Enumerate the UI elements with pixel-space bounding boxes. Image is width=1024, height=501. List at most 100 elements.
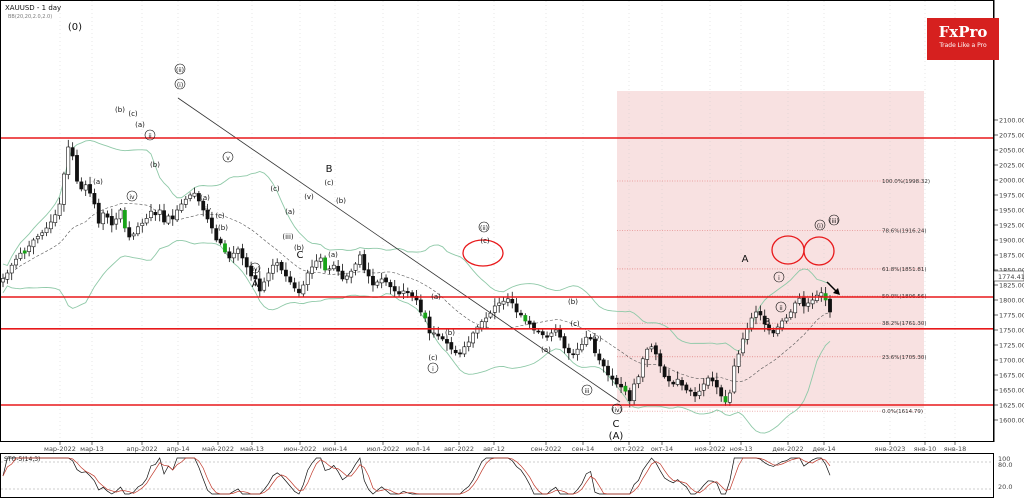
candle-body	[571, 353, 576, 356]
candle-body	[297, 288, 301, 294]
candle-body	[645, 348, 650, 360]
candle-body	[749, 317, 754, 329]
candle-body	[527, 320, 532, 325]
candle-body	[775, 326, 780, 334]
wave-circle	[126, 190, 138, 202]
candle-body	[754, 311, 758, 318]
fib-label: 38.2%(1761.30)	[882, 321, 927, 327]
wave-label: (b)	[445, 329, 455, 337]
candle-body	[9, 264, 14, 274]
candle-body	[166, 215, 171, 224]
symbol-label: XAUUSD - 1 day	[5, 4, 61, 12]
candle-body	[793, 302, 798, 314]
candle-body	[606, 365, 610, 376]
candle-body	[675, 378, 680, 385]
candle-body	[436, 333, 441, 337]
x-tick-label: янв-2023	[875, 445, 906, 453]
wave-label: B	[326, 164, 333, 175]
x-tick-label: авг-2022	[444, 445, 474, 453]
fib-label: 23.6%(1705.30)	[882, 355, 927, 361]
candle-body	[5, 272, 10, 280]
wave-label: (v)	[304, 193, 314, 201]
wave-label: (b)	[336, 197, 346, 205]
candle-body	[771, 329, 776, 334]
wave-label: (c)	[570, 320, 580, 328]
wave-circle	[174, 78, 186, 90]
candle-body	[109, 216, 114, 226]
candle-body	[667, 375, 671, 382]
candle-body	[179, 203, 184, 211]
candle-body	[266, 272, 271, 282]
candle-body	[170, 215, 175, 220]
candle-body	[175, 209, 180, 221]
candle-body	[92, 193, 97, 205]
wave-circle	[773, 271, 785, 283]
x-tick-label: июн-14	[323, 445, 348, 453]
resistance-circle-1	[462, 239, 504, 267]
fib-label: 0.0%(1614.79)	[882, 409, 923, 415]
wave-label: ii	[779, 305, 783, 312]
candle-body	[144, 218, 149, 224]
y-tick-label: 1650.00	[999, 387, 1024, 395]
candle-body	[693, 392, 697, 397]
wave-label: (b)	[568, 298, 578, 306]
trendline	[177, 97, 621, 403]
wave-circle	[249, 262, 261, 274]
wave-labels: (0)(i)(ii)(iv)A(a)(b) (c)(a)(b)iviiCB(c)(…	[68, 22, 840, 442]
candle-body	[331, 264, 336, 270]
bollinger-bands	[2, 139, 831, 434]
candle-body	[240, 248, 245, 259]
y-tick-label: 1975.00	[999, 192, 1024, 200]
candle-body	[471, 332, 475, 344]
candle-body	[632, 383, 637, 401]
candle-body	[579, 344, 584, 351]
wave-label: (a)	[135, 121, 145, 129]
wave-label: (b)	[150, 161, 160, 169]
wave-label: A	[252, 279, 259, 290]
sto-tick-100: 100	[998, 455, 1010, 463]
candle-body	[236, 248, 240, 254]
sto-d-line	[2, 457, 831, 495]
wave-label: v	[226, 155, 230, 162]
candle-body	[432, 332, 436, 335]
candle-body	[806, 302, 811, 307]
candle-body	[262, 281, 267, 291]
candle-body	[31, 239, 36, 248]
wave-label: (a)	[431, 293, 441, 301]
candle-body	[649, 346, 654, 350]
support-resistance-levels	[1, 137, 993, 406]
candle-body	[292, 282, 297, 289]
candle-body	[14, 258, 18, 266]
candle-body	[88, 184, 92, 194]
candle-body	[523, 315, 528, 322]
wave-label: A	[742, 254, 749, 265]
candle-body	[619, 383, 623, 388]
candle-body	[427, 316, 432, 334]
candle-body	[336, 265, 341, 272]
candle-body	[575, 348, 580, 355]
candle-body	[44, 227, 49, 233]
wave-circle	[478, 221, 490, 233]
candle-body	[780, 320, 785, 329]
candle-body	[270, 264, 275, 274]
y-tick-label: 2000.00	[999, 177, 1024, 185]
candle-body	[48, 221, 53, 230]
candle-body	[353, 263, 358, 271]
candle-body	[405, 291, 410, 294]
y-tick-label: 1675.00	[999, 372, 1024, 380]
candle-body	[153, 212, 158, 216]
candle-body	[479, 321, 484, 329]
bb-lower-band	[2, 239, 831, 434]
candle-body	[506, 298, 510, 303]
candle-body	[501, 300, 506, 305]
candle-body	[397, 291, 401, 295]
candle-body	[658, 353, 663, 367]
candle-body	[815, 294, 819, 301]
wave-circle	[174, 63, 186, 75]
x-tick-label: апр-14	[167, 445, 190, 453]
sto-tick-20: 20.0	[998, 483, 1012, 491]
candle-body	[196, 193, 201, 202]
y-tick-label: 1725.00	[999, 342, 1024, 350]
x-tick-label: янв-18	[944, 445, 967, 453]
candle-body	[118, 209, 123, 220]
